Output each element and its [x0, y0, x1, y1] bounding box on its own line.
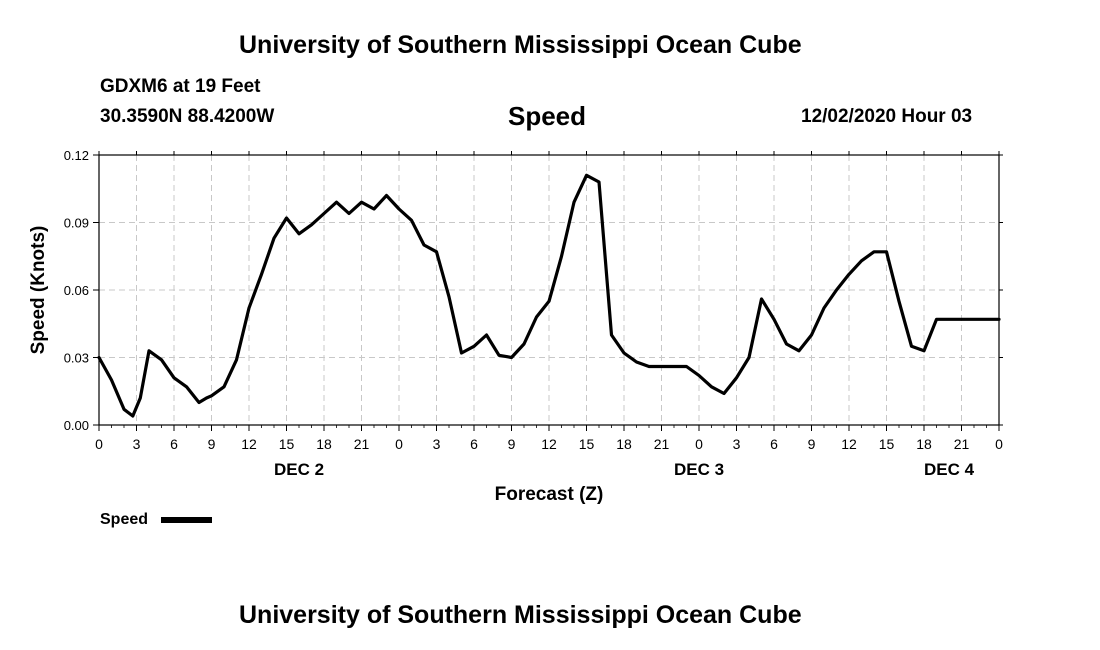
station-position: 30.3590N 88.4200W	[100, 106, 275, 127]
x-tick-label: 9	[808, 436, 816, 452]
date-label: DEC 4	[924, 460, 975, 479]
legend-label: Speed	[100, 511, 148, 528]
chart-title: Speed	[508, 101, 587, 131]
y-axis-label: Speed (Knots)	[28, 226, 49, 355]
x-tick-label: 0	[395, 436, 403, 452]
series-line-speed	[97, 173, 1001, 418]
x-axis-ticks: 0 3 6 9 12 15 18 21 0 3 6 9 12 15 18 21 0 3 6 9 12 15 18 21 0	[95, 151, 1003, 452]
x-tick-label: 3	[133, 436, 141, 452]
y-tick-label: 0.06	[64, 283, 89, 298]
series-lines	[97, 173, 1001, 418]
legend: Speed	[100, 511, 212, 528]
x-tick-label: 12	[241, 436, 257, 452]
x-tick-label: 15	[579, 436, 595, 452]
x-axis-label: Forecast (Z)	[495, 484, 604, 505]
y-axis-ticks: 0.00 0.03 0.06 0.09 0.12	[64, 148, 1003, 433]
date-label: DEC 3	[674, 460, 724, 479]
x-tick-label: 12	[841, 436, 857, 452]
y-tick-label: 0.00	[64, 418, 89, 433]
page-title: University of Southern Mississippi Ocean…	[239, 31, 802, 59]
y-tick-label: 0.03	[64, 351, 89, 366]
x-tick-label: 18	[316, 436, 332, 452]
x-tick-label: 18	[916, 436, 932, 452]
x-tick-label: 9	[508, 436, 516, 452]
station-label: GDXM6 at 19 Feet	[100, 76, 261, 97]
x-tick-label: 0	[995, 436, 1003, 452]
x-tick-label: 0	[695, 436, 703, 452]
y-tick-label: 0.09	[64, 216, 89, 231]
x-tick-label: 6	[170, 436, 178, 452]
x-tick-label: 6	[470, 436, 478, 452]
x-tick-label: 21	[954, 436, 970, 452]
date-labels: DEC 2 DEC 3 DEC 4	[274, 460, 975, 479]
y-tick-label: 0.12	[64, 148, 89, 163]
x-tick-label: 6	[770, 436, 778, 452]
x-tick-label: 21	[654, 436, 670, 452]
footer-title: University of Southern Mississippi Ocean…	[239, 601, 802, 629]
x-tick-label: 3	[733, 436, 741, 452]
x-tick-label: 0	[95, 436, 103, 452]
x-tick-label: 21	[354, 436, 370, 452]
x-tick-label: 15	[279, 436, 295, 452]
forecast-datetime: 12/02/2020 Hour 03	[801, 106, 973, 127]
x-tick-label: 9	[208, 436, 216, 452]
x-tick-label: 18	[616, 436, 632, 452]
x-tick-label: 15	[879, 436, 895, 452]
x-tick-label: 3	[433, 436, 441, 452]
grid	[99, 155, 999, 425]
date-label: DEC 2	[274, 460, 324, 479]
x-tick-label: 12	[541, 436, 557, 452]
